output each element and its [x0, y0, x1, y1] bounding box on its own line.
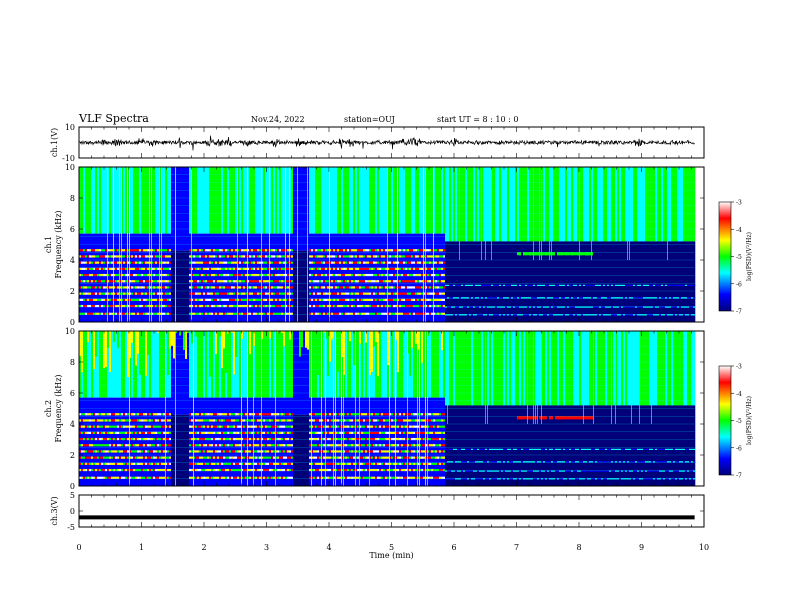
- y-tick-label: 0: [70, 318, 75, 327]
- colorbar-tick-label: -4: [736, 391, 742, 398]
- y-tick-label: 2: [70, 287, 75, 296]
- colorbar-tick-label: -4: [736, 227, 742, 234]
- date-label: Nov.24, 2022: [251, 115, 305, 124]
- y-tick-label: 8: [70, 194, 75, 203]
- y-tick-label: 8: [70, 358, 75, 367]
- y-tick-label: 6: [70, 225, 75, 234]
- y-axis-label: ch.1: [44, 236, 53, 253]
- start-time-label: start UT = 8 : 10 : 0: [437, 115, 519, 124]
- x-tick-label: 1: [139, 543, 144, 552]
- colorbar-tick-label: -7: [736, 473, 742, 480]
- plot-title: VLF Spectra: [79, 112, 149, 125]
- colorbar: [718, 365, 732, 476]
- colorbar-tick-label: -5: [736, 418, 742, 425]
- y-tick-label: 5: [70, 491, 75, 500]
- colorbar-tick-label: -3: [736, 200, 742, 207]
- station-label: station=OUJ: [344, 115, 395, 124]
- colorbar-tick-label: -7: [736, 309, 742, 316]
- y-tick-label: -10: [62, 154, 75, 163]
- ch2-spectrogram: [79, 331, 696, 486]
- x-tick-label: 3: [264, 543, 269, 552]
- colorbar-tick-label: -5: [736, 254, 742, 261]
- colorbar-label: log(PSD)(V²/Hz): [746, 232, 753, 281]
- x-tick-label: 10: [699, 543, 709, 552]
- y-tick-label: 6: [70, 389, 75, 398]
- y-tick-label: -5: [67, 523, 75, 532]
- y-axis-label: Frequency (kHz): [54, 210, 63, 278]
- x-axis-label: Time (min): [369, 551, 413, 560]
- x-tick-label: 8: [576, 543, 581, 552]
- y-tick-label: 4: [70, 420, 75, 429]
- y-tick-label: 0: [70, 507, 75, 516]
- y-tick-label: 10: [65, 123, 75, 132]
- y-axis-label: Frequency (kHz): [54, 374, 63, 442]
- colorbar-label: log(PSD)(V²/Hz): [746, 396, 753, 445]
- x-tick-label: 4: [326, 543, 331, 552]
- x-tick-label: 6: [451, 543, 456, 552]
- y-tick-label: 2: [70, 451, 75, 460]
- y-axis-label: ch.3(V): [50, 496, 59, 525]
- x-tick-label: 7: [514, 543, 519, 552]
- colorbar-tick-label: -6: [736, 281, 742, 288]
- x-tick-label: 0: [76, 543, 81, 552]
- y-axis-label: ch.2: [44, 400, 53, 417]
- x-tick-label: 9: [639, 543, 644, 552]
- y-axis-label: ch.1(V): [50, 128, 59, 157]
- colorbar: [718, 201, 732, 312]
- y-tick-label: 10: [65, 327, 75, 336]
- x-tick-label: 5: [389, 543, 394, 552]
- x-tick-label: 2: [201, 543, 206, 552]
- y-tick-label: 0: [70, 482, 75, 491]
- colorbar-tick-label: -6: [736, 445, 742, 452]
- y-tick-label: 4: [70, 256, 75, 265]
- ch1-waveform-trace: [78, 135, 695, 151]
- colorbar-tick-label: -3: [736, 364, 742, 371]
- y-tick-label: 10: [65, 163, 75, 172]
